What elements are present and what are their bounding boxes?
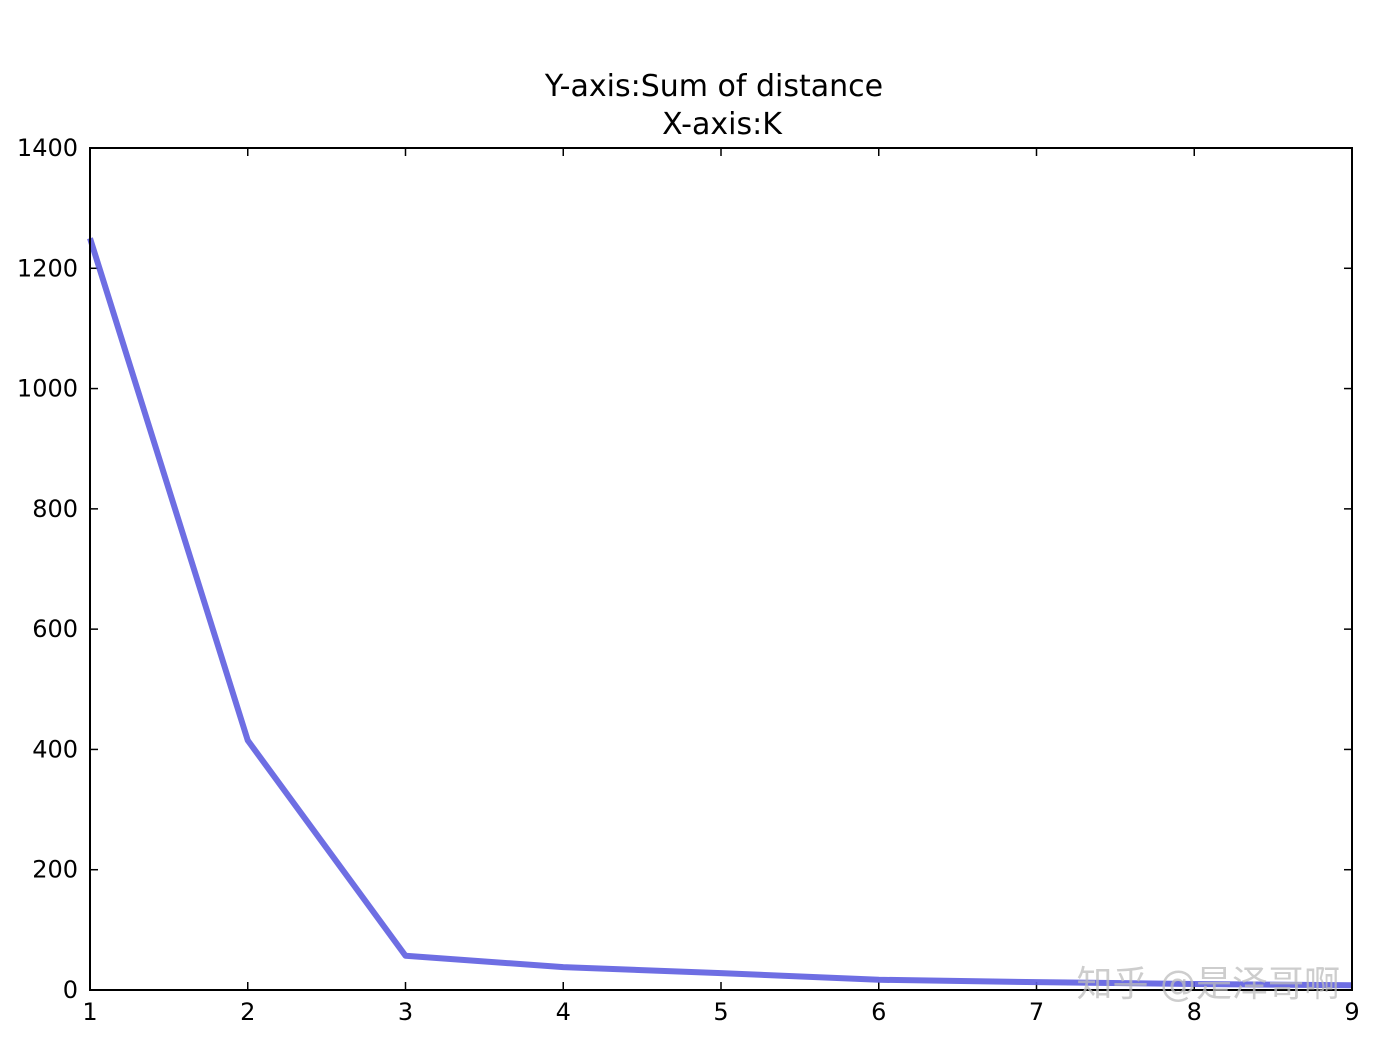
chart-title-line-1: Y-axis:Sum of distance (544, 69, 883, 104)
axis-ticks (89, 147, 1353, 991)
x-tick-label: 6 (871, 998, 886, 1026)
axis-tick-labels: 1 2 3 4 5 6 7 8 9 0 200 400 600 800 1000 1200 1400 (17, 134, 1360, 1026)
y-tick-label: 600 (32, 615, 78, 643)
x-tick-label: 9 (1344, 998, 1359, 1026)
x-tick-label: 3 (398, 998, 413, 1026)
y-tick-label: 1000 (17, 375, 78, 403)
watermark: 知乎 @是泽哥啊 (1077, 964, 1340, 1005)
x-tick-label: 4 (556, 998, 571, 1026)
x-tick-label: 2 (240, 998, 255, 1026)
x-tick-label: 8 (1187, 998, 1202, 1026)
chart-title-line-2: X-axis:K (662, 107, 783, 142)
series-line-0 (87, 237, 1353, 989)
y-tick-label: 200 (32, 856, 78, 884)
x-tick-label: 5 (713, 998, 728, 1026)
series-group (87, 237, 1353, 989)
y-tick-label: 1200 (17, 254, 78, 282)
y-tick-label: 800 (32, 495, 78, 523)
y-tick-label: 400 (32, 735, 78, 763)
y-tick-label: 0 (63, 976, 78, 1004)
plot-area-frame (89, 147, 1353, 991)
y-tick-label: 1400 (17, 134, 78, 162)
x-tick-label: 1 (82, 998, 97, 1026)
x-tick-label: 7 (1029, 998, 1044, 1026)
